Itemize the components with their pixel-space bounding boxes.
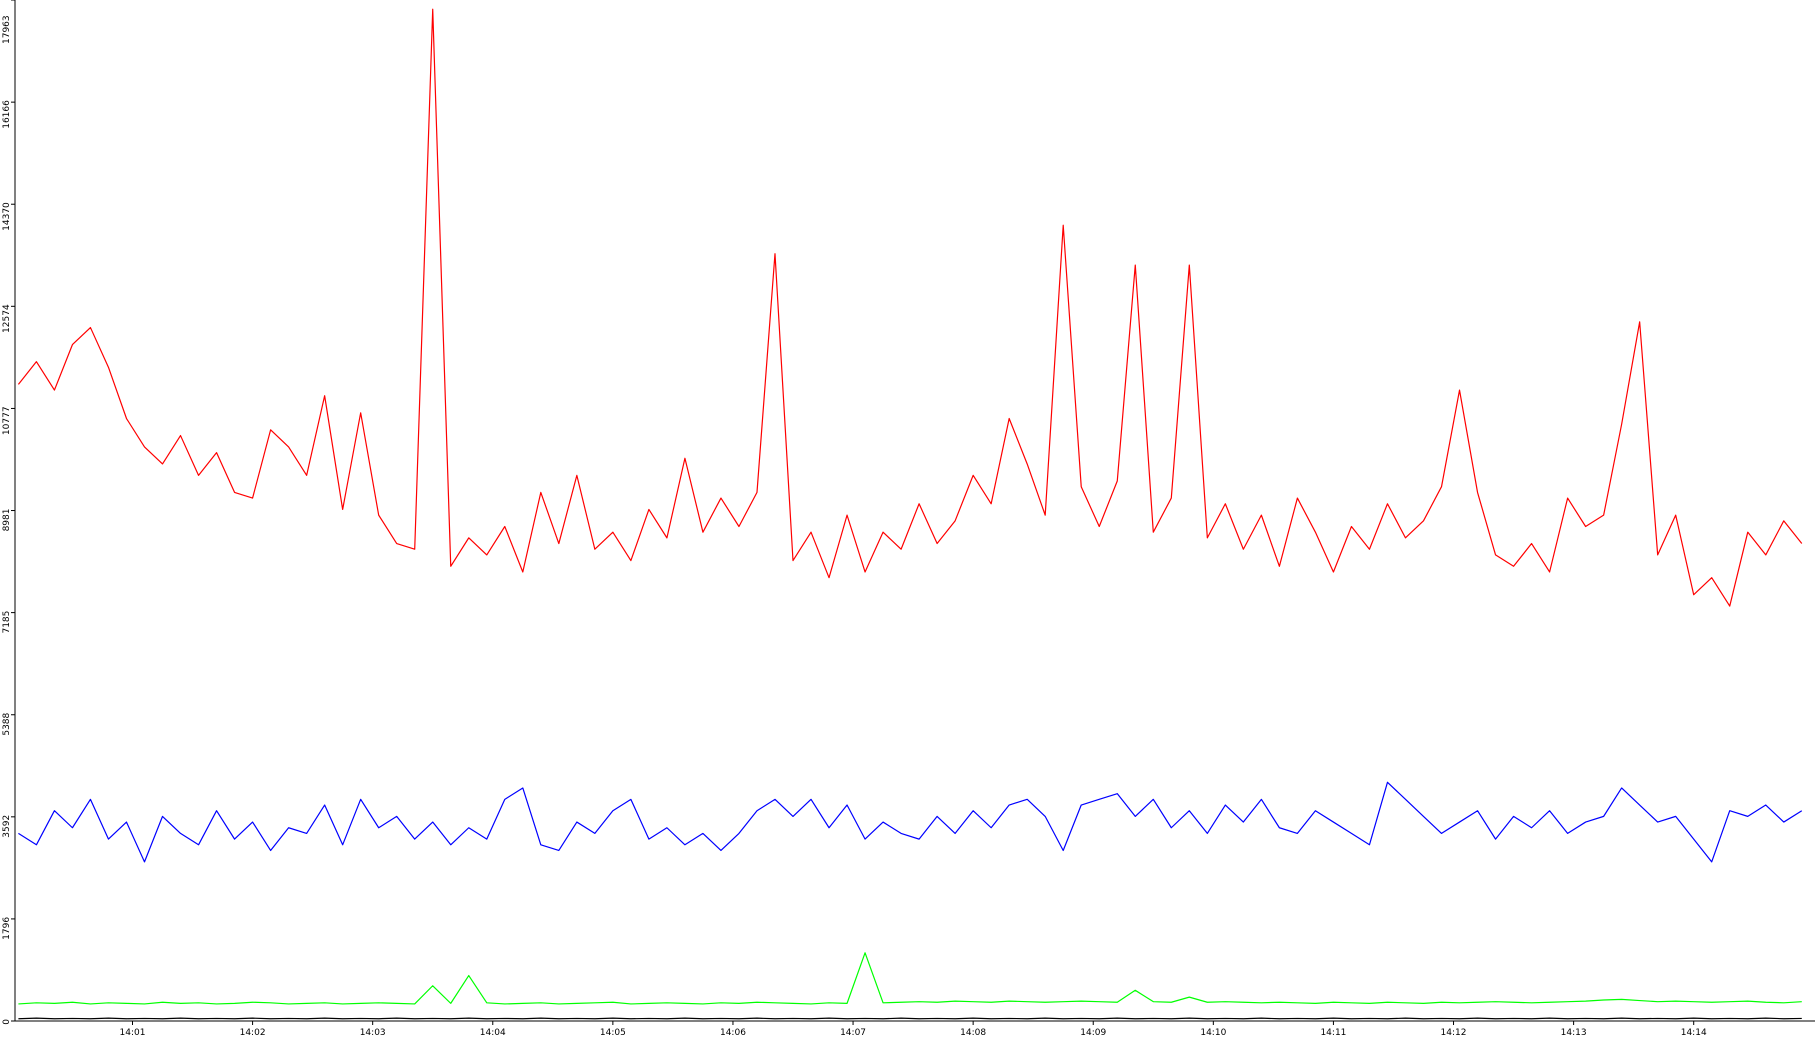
y-tick-label: 14370 bbox=[2, 202, 12, 231]
x-tick-label: 14:13 bbox=[1561, 1028, 1587, 1038]
x-tick-label: 14:12 bbox=[1441, 1028, 1467, 1038]
y-tick-label: 5388 bbox=[2, 712, 12, 735]
y-tick-label: 7185 bbox=[2, 611, 12, 634]
x-tick-label: 14:04 bbox=[480, 1028, 506, 1038]
series-line bbox=[18, 781, 1803, 863]
x-tick-label: 14:10 bbox=[1200, 1028, 1226, 1038]
x-tick-label: 14:07 bbox=[840, 1028, 866, 1038]
y-tick-label: 8981 bbox=[2, 509, 12, 532]
x-tick-label: 14:01 bbox=[120, 1028, 146, 1038]
series-line bbox=[17, 8, 1803, 607]
y-tick-label: 1796 bbox=[2, 917, 12, 940]
x-tick-label: 14:03 bbox=[360, 1028, 386, 1038]
y-tick-label: 12574 bbox=[2, 304, 12, 333]
x-tick-label: 14:08 bbox=[960, 1028, 986, 1038]
y-tick-label: 16166 bbox=[2, 100, 12, 129]
y-tick-label: 10777 bbox=[2, 406, 12, 435]
series-line bbox=[18, 1017, 1802, 1020]
x-tick-label: 14:02 bbox=[240, 1028, 266, 1038]
x-tick-label: 14:05 bbox=[600, 1028, 626, 1038]
x-tick-label: 14:06 bbox=[720, 1028, 746, 1038]
y-tick-label: 17963 bbox=[2, 15, 12, 44]
x-tick-label: 14:14 bbox=[1681, 1028, 1707, 1038]
x-tick-label: 14:09 bbox=[1080, 1028, 1106, 1038]
series-line bbox=[18, 952, 1802, 1005]
y-tick-label: 0 bbox=[2, 1019, 12, 1025]
x-tick-label: 14:11 bbox=[1320, 1028, 1346, 1038]
y-tick-label: 3592 bbox=[2, 815, 12, 838]
